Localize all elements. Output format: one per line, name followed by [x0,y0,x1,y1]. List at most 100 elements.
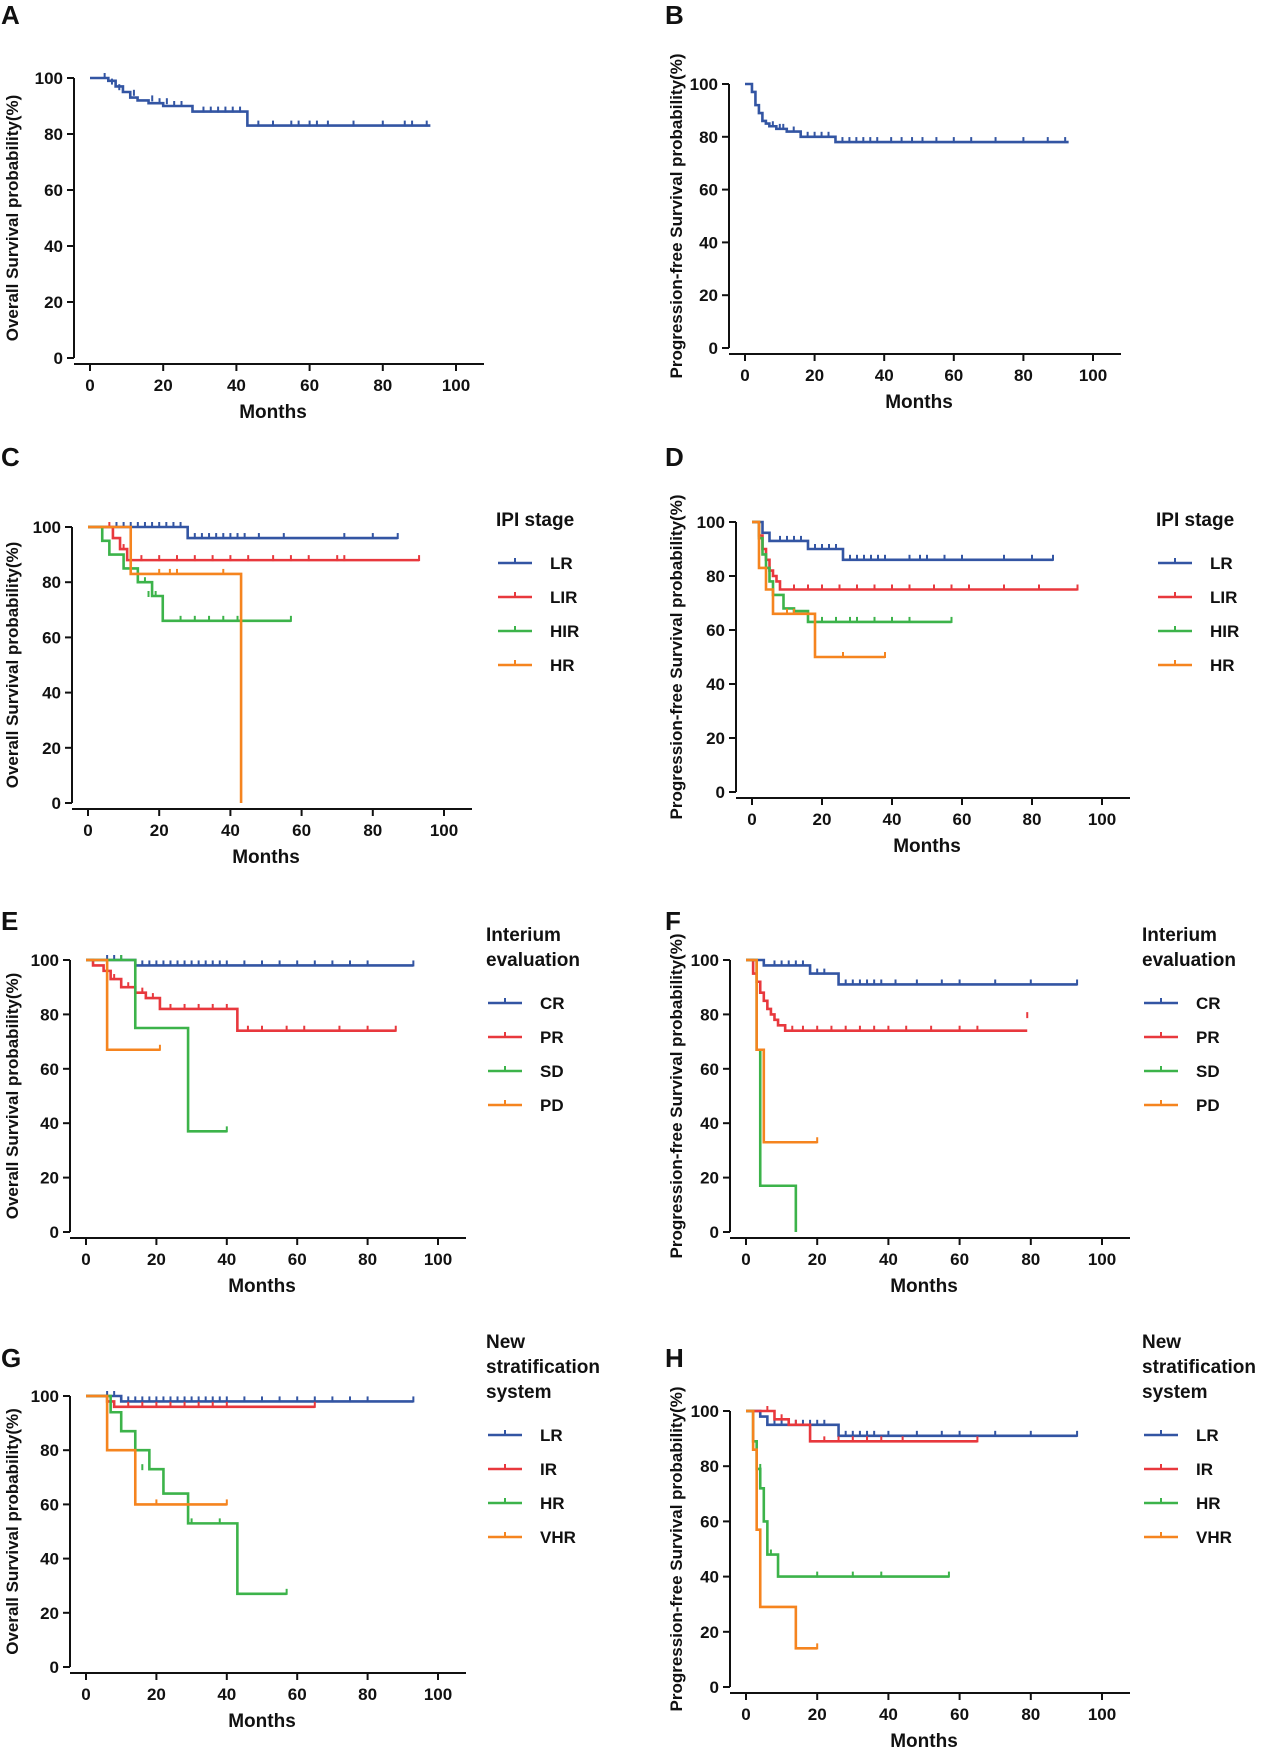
series-lr [86,1391,415,1403]
series-pd [746,958,819,1144]
y-axis-label: Overall Survival probability(%) [3,973,22,1220]
panel-letter: G [1,1343,21,1373]
series-vhr [86,1394,228,1506]
y-axis-label: Overall Survival probability(%) [3,1408,22,1655]
legend-title: evaluation [1142,950,1236,971]
x-tick-label: 100 [442,376,470,395]
legend-title: Interium [486,925,561,946]
x-tick-label: 60 [288,1250,307,1269]
series-lir [88,522,421,562]
legend-title: system [486,1382,552,1403]
x-tick-label: 0 [741,1705,750,1724]
legend-label-hr: HR [550,656,575,675]
survival-curve-pd [746,958,818,1144]
x-tick-label: 0 [741,1250,750,1269]
legend-label-ir: IR [540,1460,557,1479]
y-tick-label: 40 [40,1114,59,1133]
y-tick-label: 80 [42,573,61,592]
legend-label-pd: PD [540,1096,564,1115]
x-axis-label: Months [890,1276,958,1297]
y-tick-label: 60 [700,1060,719,1079]
legend-label-vhr: VHR [540,1528,576,1547]
x-tick-label: 60 [300,376,319,395]
y-tick-label: 40 [699,233,718,252]
y-tick-label: 40 [700,1114,719,1133]
y-tick-label: 20 [40,1169,59,1188]
y-tick-label: 80 [40,1441,59,1460]
x-tick-label: 0 [85,376,94,395]
y-tick-label: 0 [710,1223,719,1242]
x-tick-label: 40 [227,376,246,395]
y-tick-label: 80 [40,1005,59,1024]
legend-label-ir: IR [1196,1460,1213,1479]
survival-curve-vhr [746,1409,818,1650]
survival-curve-pd [86,958,160,1052]
legend-label-cr: CR [540,994,565,1013]
legend-label-cr: CR [1196,994,1221,1013]
y-tick-label: 60 [40,1495,59,1514]
survival-curve-lir [752,520,1078,591]
legend-label-lr: LR [1196,1426,1219,1445]
y-tick-label: 20 [44,293,63,312]
x-tick-label: 100 [1079,366,1107,385]
x-tick-label: 80 [1023,810,1042,829]
legend-title: evaluation [486,950,580,971]
series-hir [752,520,953,624]
y-tick-label: 0 [52,794,61,813]
y-tick-label: 0 [710,1678,719,1697]
x-tick-label: 20 [808,1250,827,1269]
x-tick-label: 60 [292,821,311,840]
x-tick-label: 20 [147,1685,166,1704]
x-tick-label: 80 [363,821,382,840]
series-all [745,82,1069,144]
y-tick-label: 0 [716,783,725,802]
y-tick-label: 100 [35,69,63,88]
series-sd [86,955,228,1133]
legend-label-lr: LR [540,1426,563,1445]
panel-a: A 0 20 40 60 80 100 0 20 40 60 80 100 Months Overall S… [1,0,484,423]
x-tick-label: 100 [430,821,458,840]
x-tick-label: 60 [944,366,963,385]
series-sd [746,958,798,1232]
y-tick-label: 40 [42,684,61,703]
y-tick-label: 100 [697,513,725,532]
x-tick-label: 80 [1014,366,1033,385]
series-lr [88,522,399,540]
x-axis-label: Months [239,402,307,423]
y-tick-label: 40 [700,1568,719,1587]
panel-letter: E [1,906,18,936]
survival-curve-all [745,82,1069,144]
legend-title: stratification [486,1357,600,1378]
legend-label-lir: LIR [1210,588,1237,607]
y-tick-label: 40 [706,675,725,694]
x-tick-label: 60 [288,1685,307,1704]
x-tick-label: 0 [747,810,756,829]
x-tick-label: 40 [875,366,894,385]
legend: Interium evaluation CR PR SD PD [486,925,580,1115]
y-tick-label: 100 [33,518,61,537]
survival-curve-lr [88,525,398,540]
survival-curve-ir [746,1409,978,1443]
y-tick-label: 100 [691,1402,719,1421]
survival-curve-pr [746,958,1028,1033]
x-tick-label: 80 [1021,1705,1040,1724]
series-pr [746,958,1029,1033]
x-tick-label: 40 [221,821,240,840]
y-tick-label: 80 [700,1005,719,1024]
y-axis-label: Progression-free Survival probability(%) [667,1387,686,1712]
x-axis-label: Months [228,1711,296,1732]
x-tick-label: 60 [950,1250,969,1269]
y-axis-label: Overall Survival probability(%) [3,95,22,342]
y-tick-label: 60 [40,1060,59,1079]
y-tick-label: 20 [42,739,61,758]
legend-label-pr: PR [1196,1028,1220,1047]
y-tick-label: 100 [690,75,718,94]
panel-c: C 0 20 40 60 80 100 0 20 40 60 80 100 Months Overall S… [1,442,579,868]
survival-curve-pr [86,958,396,1033]
y-tick-label: 80 [699,128,718,147]
panel-letter: D [665,442,684,472]
x-tick-label: 60 [950,1705,969,1724]
legend-title: stratification [1142,1357,1256,1378]
series-lir [752,520,1079,591]
